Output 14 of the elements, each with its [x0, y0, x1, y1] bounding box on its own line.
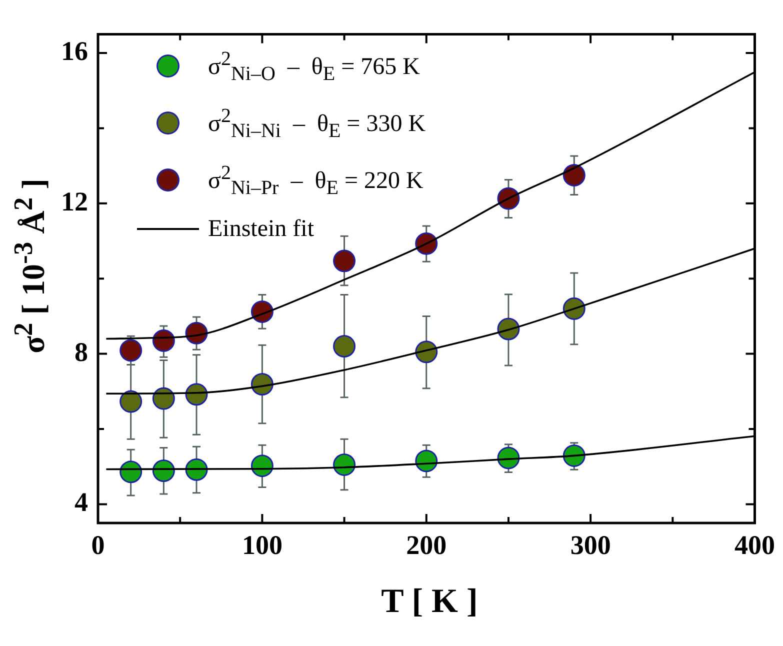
legend-label: Einstein fit — [208, 215, 314, 244]
y-tick-label: 8 — [74, 336, 88, 367]
legend-label: σ$^{2}$$_{Ni–O}$ – θ$_{E}$ = 765 K — [208, 47, 420, 87]
x-tick-label: 200 — [406, 530, 447, 560]
x-tick-label: 100 — [242, 530, 282, 560]
y-tick-label: 4 — [74, 487, 88, 518]
y-tick-label: 16 — [61, 36, 88, 66]
legend-label: σ$^{2}$$_{Ni–Ni}$ – θ$_{E}$ = 330 K — [208, 104, 426, 144]
y-tick-label: 12 — [61, 186, 88, 216]
x-tick-label: 400 — [734, 530, 775, 560]
legend-label: σ$^{2}$$_{Ni–Pr}$ – θ$_{E}$ = 220 K — [208, 160, 424, 200]
x-tick-label: 0 — [91, 530, 105, 560]
x-axis-title: T [ K ] — [380, 583, 479, 621]
x-tick-label: 300 — [570, 530, 611, 560]
